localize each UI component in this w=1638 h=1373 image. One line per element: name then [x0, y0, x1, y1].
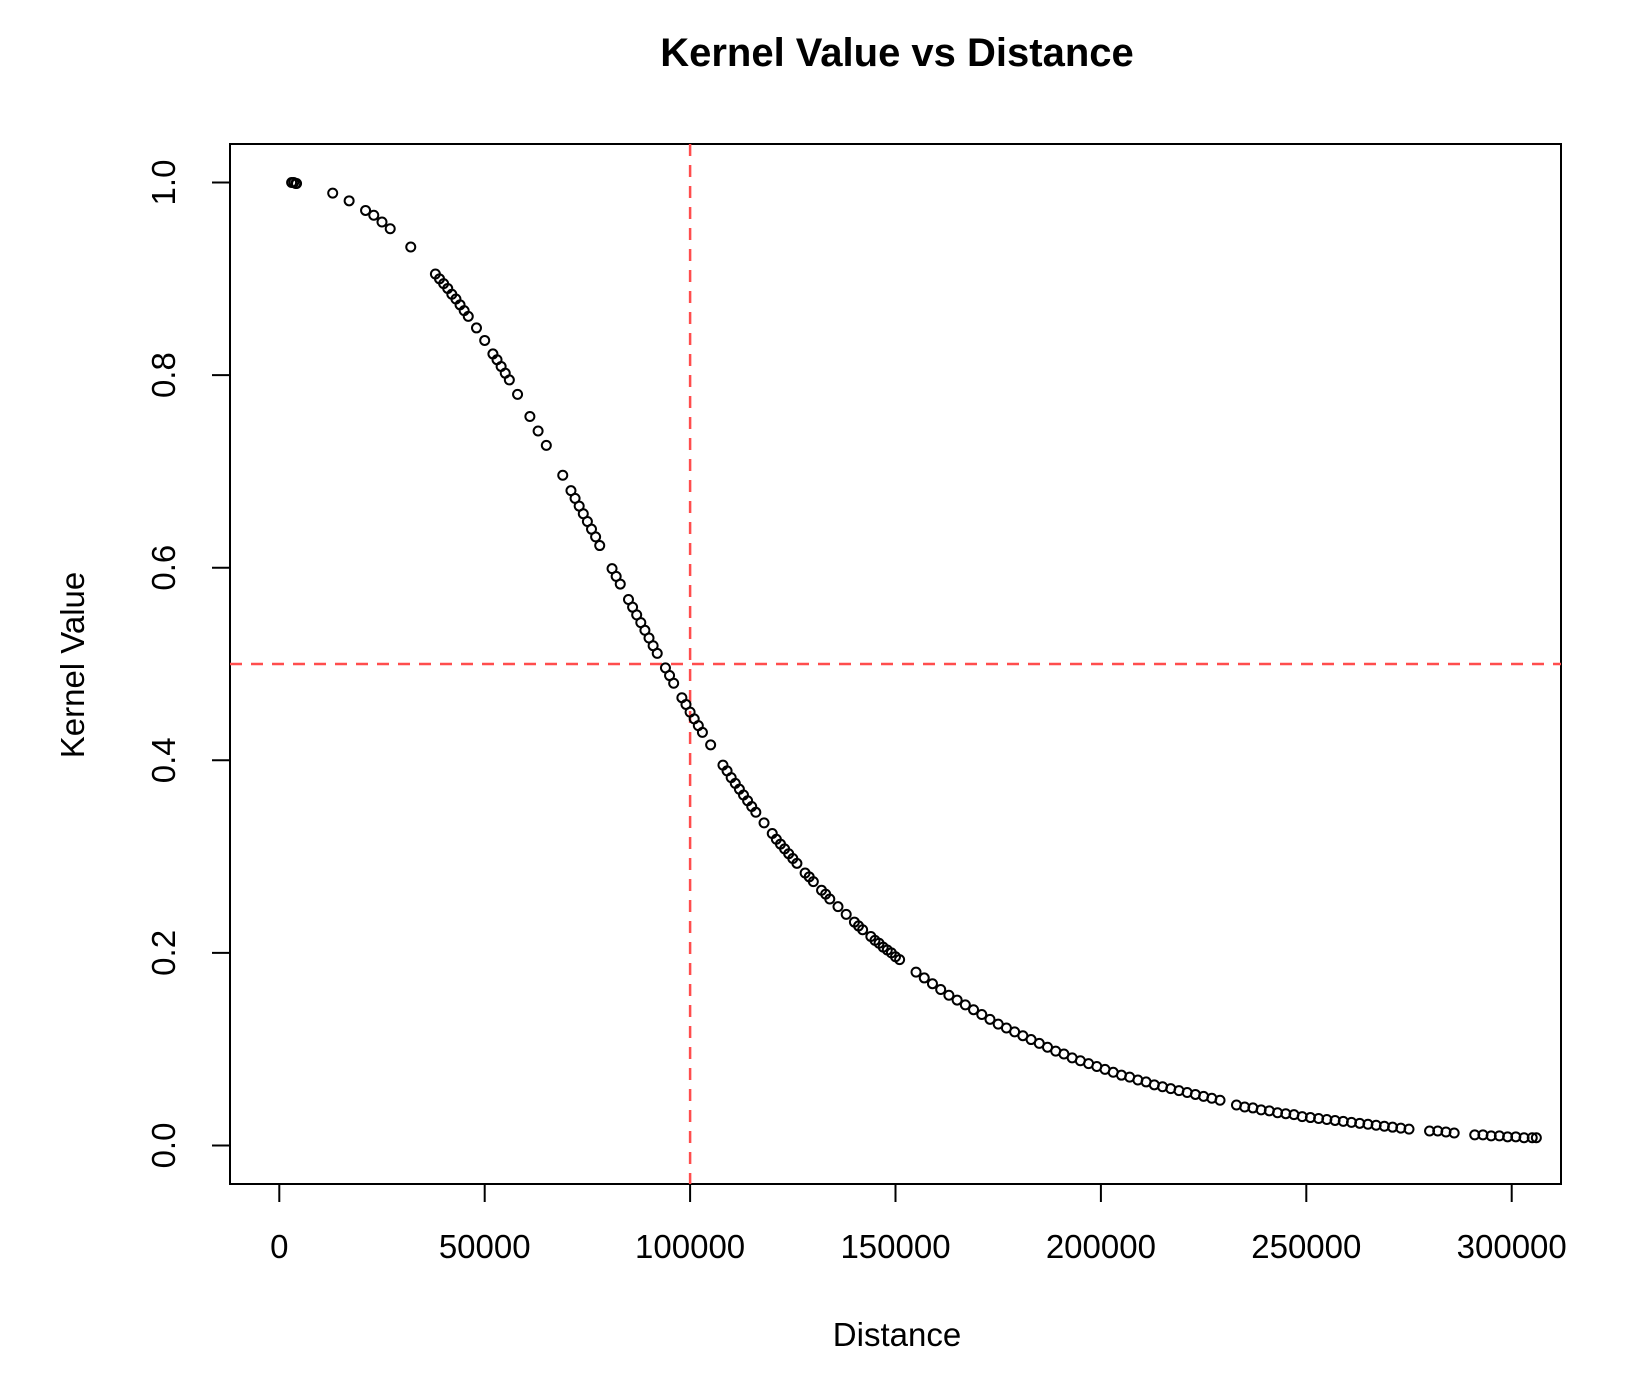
x-tick-label: 250000 [1251, 1228, 1361, 1265]
data-point [791, 857, 803, 869]
data-point [532, 425, 544, 437]
data-point [376, 216, 388, 228]
data-point [918, 972, 930, 984]
y-axis-label: Kernel Value [54, 572, 91, 759]
y-tick-label: 0.2 [145, 930, 182, 976]
data-point [1214, 1094, 1226, 1106]
data-point [651, 647, 663, 659]
data-point [343, 195, 355, 207]
data-point [540, 439, 552, 451]
data-point [1403, 1123, 1415, 1135]
data-point [910, 966, 922, 978]
data-point [705, 739, 717, 751]
data-point [968, 1004, 980, 1016]
data-point [943, 989, 955, 1001]
data-point [327, 187, 339, 199]
data-point [926, 978, 938, 990]
data-point [594, 540, 606, 552]
data-point [1448, 1127, 1460, 1139]
data-point [557, 469, 569, 481]
x-tick-label: 0 [270, 1228, 288, 1265]
data-point [524, 411, 536, 423]
data-point [984, 1013, 996, 1025]
x-tick-label: 300000 [1457, 1228, 1567, 1265]
data-point [959, 999, 971, 1011]
data-point [824, 893, 836, 905]
y-tick-label: 0.8 [145, 352, 182, 398]
x-tick-label: 100000 [635, 1228, 745, 1265]
data-point [470, 322, 482, 334]
data-point [951, 994, 963, 1006]
x-tick-label: 150000 [840, 1228, 950, 1265]
plot-area: 0 50000 100000 150000 200000 250000 300000 0.0 0… [145, 143, 1567, 1265]
data-point [758, 817, 770, 829]
data-point [590, 531, 602, 543]
data-point [807, 876, 819, 888]
data-point [614, 578, 626, 590]
y-tick-label: 0.0 [145, 1123, 182, 1169]
data-point [479, 334, 491, 346]
x-tick-label: 50000 [439, 1228, 531, 1265]
data-point [512, 388, 524, 400]
x-tick-label: 200000 [1046, 1228, 1156, 1265]
chart-title: Kernel Value vs Distance [660, 31, 1134, 75]
data-point [696, 726, 708, 738]
data-points [286, 177, 1542, 1144]
data-point [840, 908, 852, 920]
data-point [291, 177, 303, 189]
data-point [668, 677, 680, 689]
data-point [894, 954, 906, 966]
data-point [360, 204, 372, 216]
x-axis-label: Distance [833, 1316, 961, 1353]
data-point [462, 310, 474, 322]
data-point [832, 901, 844, 913]
data-point [405, 241, 417, 253]
data-point [1530, 1132, 1542, 1144]
data-point [976, 1009, 988, 1021]
data-point [1526, 1132, 1538, 1144]
data-point [368, 209, 380, 221]
data-point [750, 806, 762, 818]
data-point [935, 983, 947, 995]
data-point [384, 223, 396, 235]
y-tick-label: 1.0 [145, 160, 182, 206]
data-point [503, 374, 515, 386]
data-point [857, 924, 869, 936]
y-tick-label: 0.4 [145, 737, 182, 783]
y-tick-label: 0.6 [145, 545, 182, 591]
